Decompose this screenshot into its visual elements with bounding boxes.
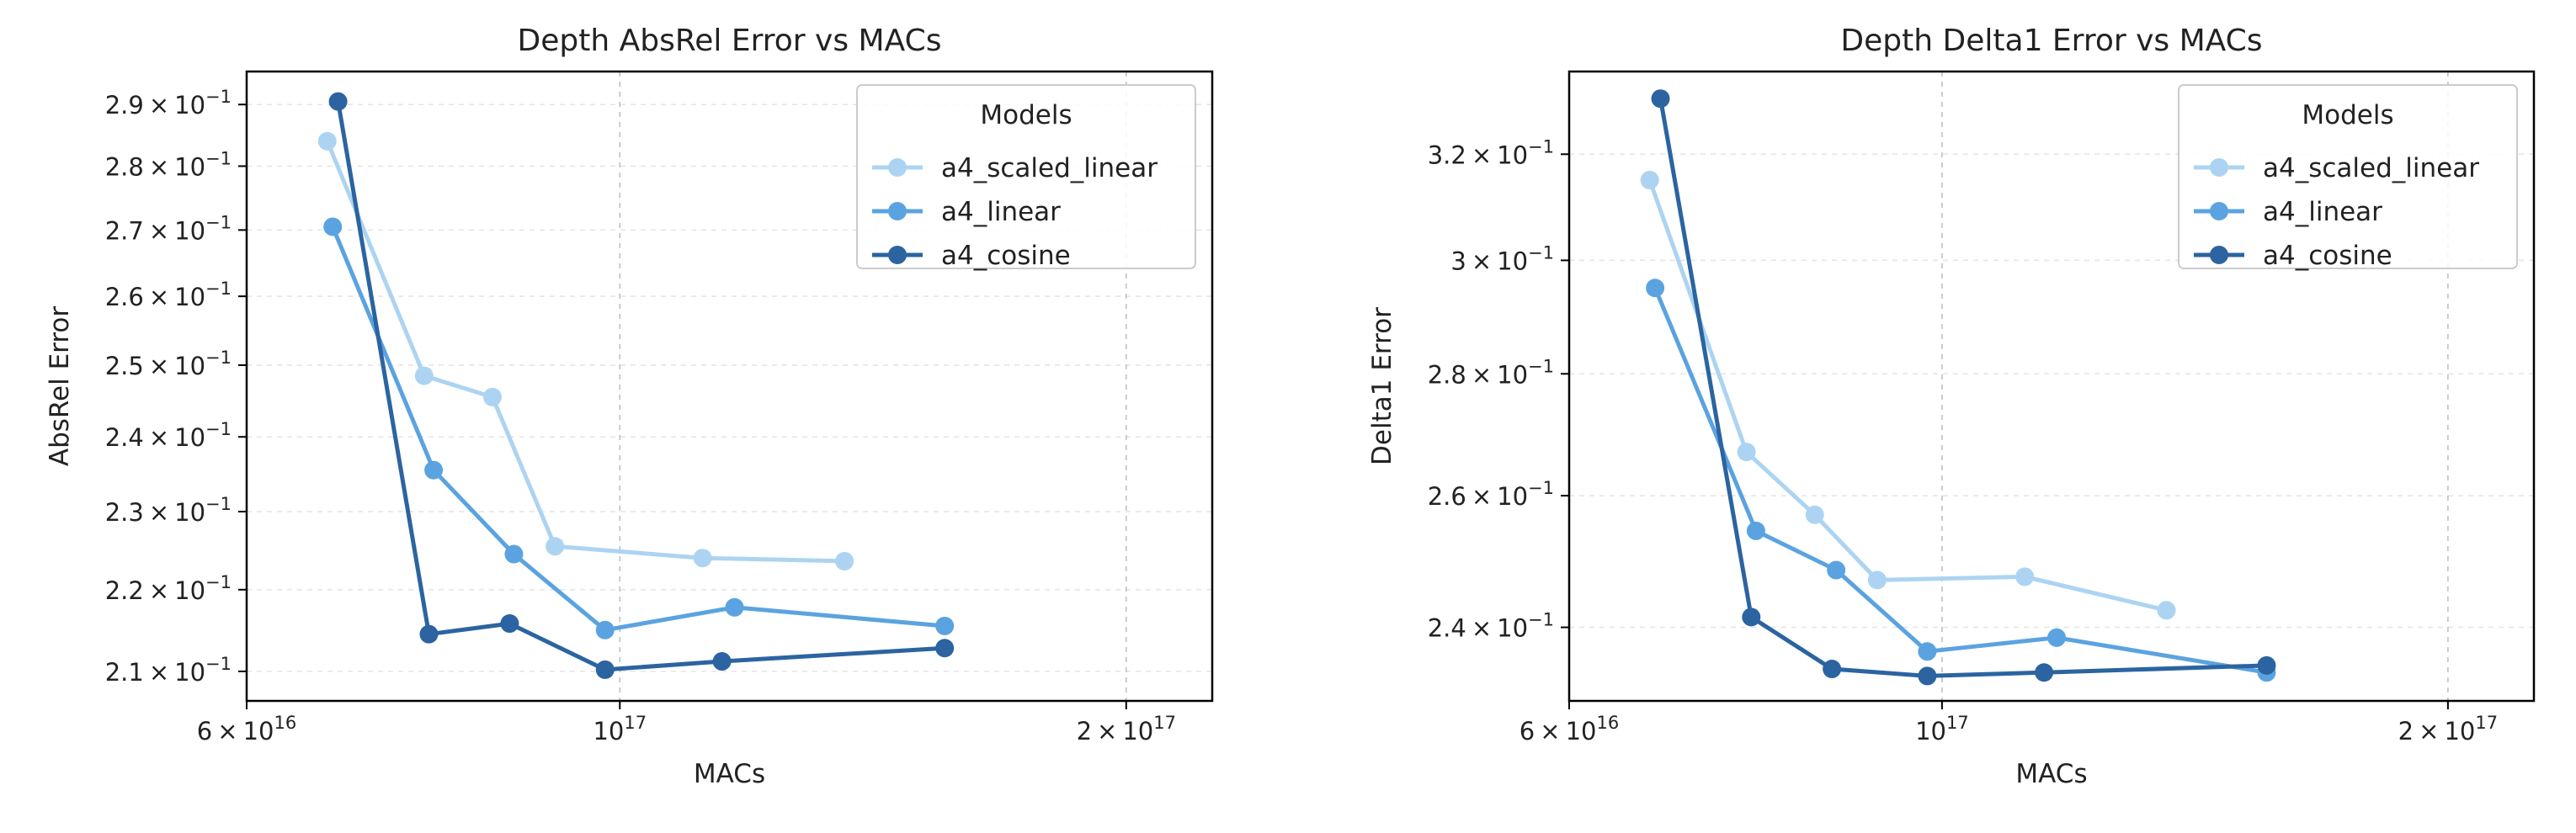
y-tick-label: 3.2 × 10−1 — [1428, 136, 1554, 169]
data-point-a4_scaled_linear — [482, 387, 502, 406]
legend-box — [2178, 84, 2518, 269]
legend-box — [856, 84, 1196, 269]
series-line-a4_cosine — [336, 101, 945, 672]
legend-title: Models — [980, 100, 1072, 130]
series-line-a4_linear — [1653, 287, 2267, 675]
data-point-a4_cosine — [328, 92, 348, 111]
data-point-a4_scaled_linear — [414, 366, 434, 385]
legend-swatch-marker — [888, 158, 907, 177]
data-point-a4_linear — [595, 620, 615, 639]
legend-swatch-marker — [888, 246, 907, 264]
data-point-a4_scaled_linear — [2157, 601, 2176, 620]
legend-swatch-marker — [888, 202, 907, 220]
axes-frame — [245, 70, 1214, 703]
data-point-a4_linear — [504, 544, 524, 564]
y-axis-label: AbsRel Error — [45, 306, 75, 467]
data-point-a4_linear — [725, 597, 744, 617]
data-point-a4_cosine — [1918, 666, 1937, 686]
legend-swatch-marker — [2210, 158, 2228, 177]
y-tick-label: 2.6 × 10−1 — [1428, 478, 1554, 511]
legend-label-a4_linear: a4_linear — [2263, 197, 2382, 227]
y-tick-label: 3 × 10−1 — [1450, 242, 1554, 275]
legend-label-a4_cosine: a4_cosine — [941, 241, 1071, 271]
series-line-a4_linear — [330, 225, 945, 633]
y-tick-label: 2.7 × 10−1 — [105, 212, 232, 245]
data-point-a4_linear — [323, 217, 343, 236]
data-point-a4_scaled_linear — [1737, 443, 1756, 462]
data-point-a4_linear — [1646, 279, 1665, 298]
data-point-a4_scaled_linear — [317, 131, 337, 151]
y-tick-label: 2.3 × 10−1 — [105, 494, 232, 527]
y-tick-label: 2.9 × 10−1 — [105, 87, 232, 119]
chart-title: Depth AbsRel Error vs MACs — [518, 24, 942, 58]
y-tick-label: 2.6 × 10−1 — [105, 279, 232, 311]
y-tick-label: 2.8 × 10−1 — [1428, 356, 1554, 389]
data-point-a4_scaled_linear — [835, 551, 854, 570]
legend-label-a4_cosine: a4_cosine — [2263, 241, 2392, 271]
data-point-a4_linear — [1827, 560, 1846, 580]
y-tick-label: 2.4 × 10−1 — [105, 419, 232, 452]
data-point-a4_scaled_linear — [1867, 570, 1887, 590]
x-tick-label: 1017 — [1915, 713, 1969, 745]
series-line-a4_scaled_linear — [325, 140, 845, 564]
data-point-a4_scaled_linear — [2015, 567, 2035, 586]
data-point-a4_linear — [2047, 628, 2067, 647]
series-line-a4_cosine — [1658, 98, 2267, 678]
legend-swatch-marker — [2210, 246, 2228, 264]
legend-label-a4_linear: a4_linear — [941, 197, 1061, 227]
y-tick-label: 2.5 × 10−1 — [105, 348, 232, 380]
y-axis-label: Delta1 Error — [1367, 307, 1397, 465]
data-point-a4_cosine — [595, 660, 615, 679]
chart-delta1: 6 × 1016 1017 2 × 1017 2.4 × 10−1 2.6 × 10−1 2.8 × 10−1… — [1367, 24, 2536, 789]
data-point-a4_cosine — [935, 639, 955, 658]
chart-absrel: 6 × 1016 1017 2 × 1017 2.1 × 10−1 2.2 × 10−1 2.3 × 10−1… — [45, 24, 1214, 789]
x-tick-label: 2 × 1017 — [2398, 713, 2498, 745]
data-point-a4_cosine — [2035, 663, 2054, 682]
x-tick-label: 6 × 1016 — [197, 713, 296, 745]
x-tick-label: 2 × 1017 — [1077, 713, 1176, 745]
data-point-a4_scaled_linear — [1805, 505, 1824, 524]
legend-swatch-marker — [2210, 202, 2228, 220]
data-point-a4_cosine — [419, 624, 439, 644]
data-point-a4_cosine — [1823, 660, 1842, 679]
data-point-a4_cosine — [712, 652, 732, 671]
data-point-a4_scaled_linear — [1640, 171, 1659, 190]
legend: Models a4_scaled_linear a4_linear a4_cosine — [856, 84, 1196, 271]
legend: Models a4_scaled_linear a4_linear a4_cosine — [2178, 84, 2518, 271]
y-tick-label: 2.2 × 10−1 — [105, 572, 232, 605]
data-point-a4_scaled_linear — [546, 537, 565, 556]
x-axis-label: MACs — [2015, 759, 2087, 789]
x-axis-label: MACs — [694, 759, 765, 789]
x-tick-label: 1017 — [593, 713, 647, 745]
data-point-a4_cosine — [2257, 655, 2276, 675]
axes-frame — [1567, 70, 2536, 703]
legend-label-a4_scaled_linear: a4_scaled_linear — [941, 153, 1158, 183]
legend-title: Models — [2302, 100, 2393, 130]
data-point-a4_cosine — [1742, 608, 1761, 627]
y-tick-label: 2.1 × 10−1 — [105, 654, 232, 687]
data-point-a4_linear — [1746, 521, 1765, 540]
data-point-a4_cosine — [500, 614, 519, 634]
series-line-a4_scaled_linear — [1647, 179, 2168, 613]
chart-title: Depth Delta1 Error vs MACs — [1840, 24, 2262, 58]
data-point-a4_linear — [935, 616, 955, 635]
data-point-a4_linear — [424, 460, 444, 480]
data-point-a4_linear — [1918, 642, 1937, 661]
x-tick-label: 6 × 1016 — [1520, 713, 1619, 745]
legend-label-a4_scaled_linear: a4_scaled_linear — [2263, 153, 2479, 183]
data-point-a4_scaled_linear — [693, 549, 712, 568]
y-tick-label: 2.8 × 10−1 — [105, 148, 232, 181]
data-point-a4_cosine — [1651, 89, 1670, 109]
y-tick-label: 2.4 × 10−1 — [1428, 610, 1554, 643]
